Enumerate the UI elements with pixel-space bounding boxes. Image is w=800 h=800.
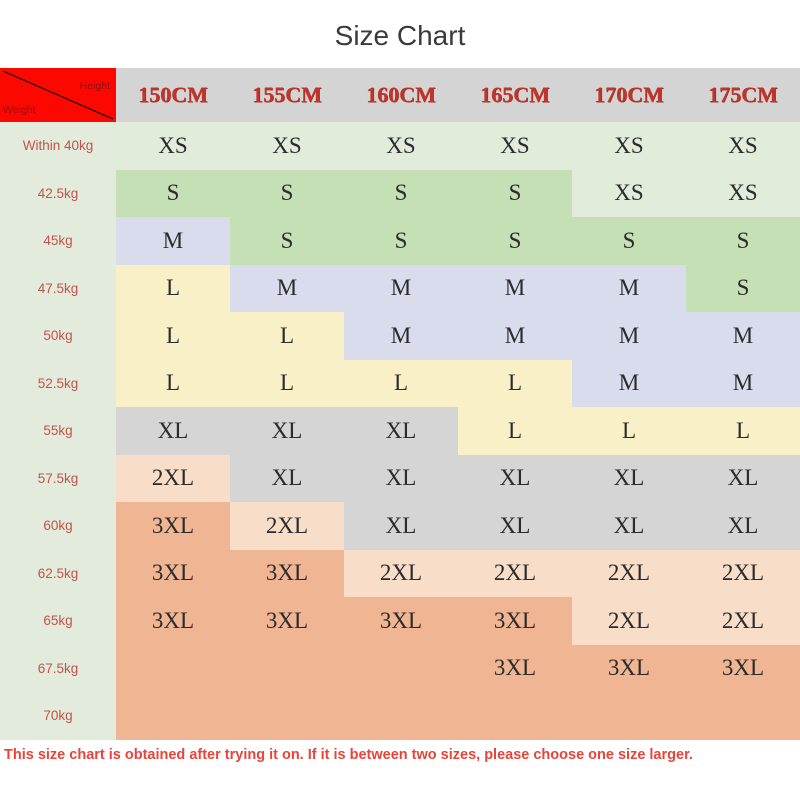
svg-text:Height: Height (80, 80, 110, 92)
svg-text:Weight: Weight (3, 104, 36, 116)
